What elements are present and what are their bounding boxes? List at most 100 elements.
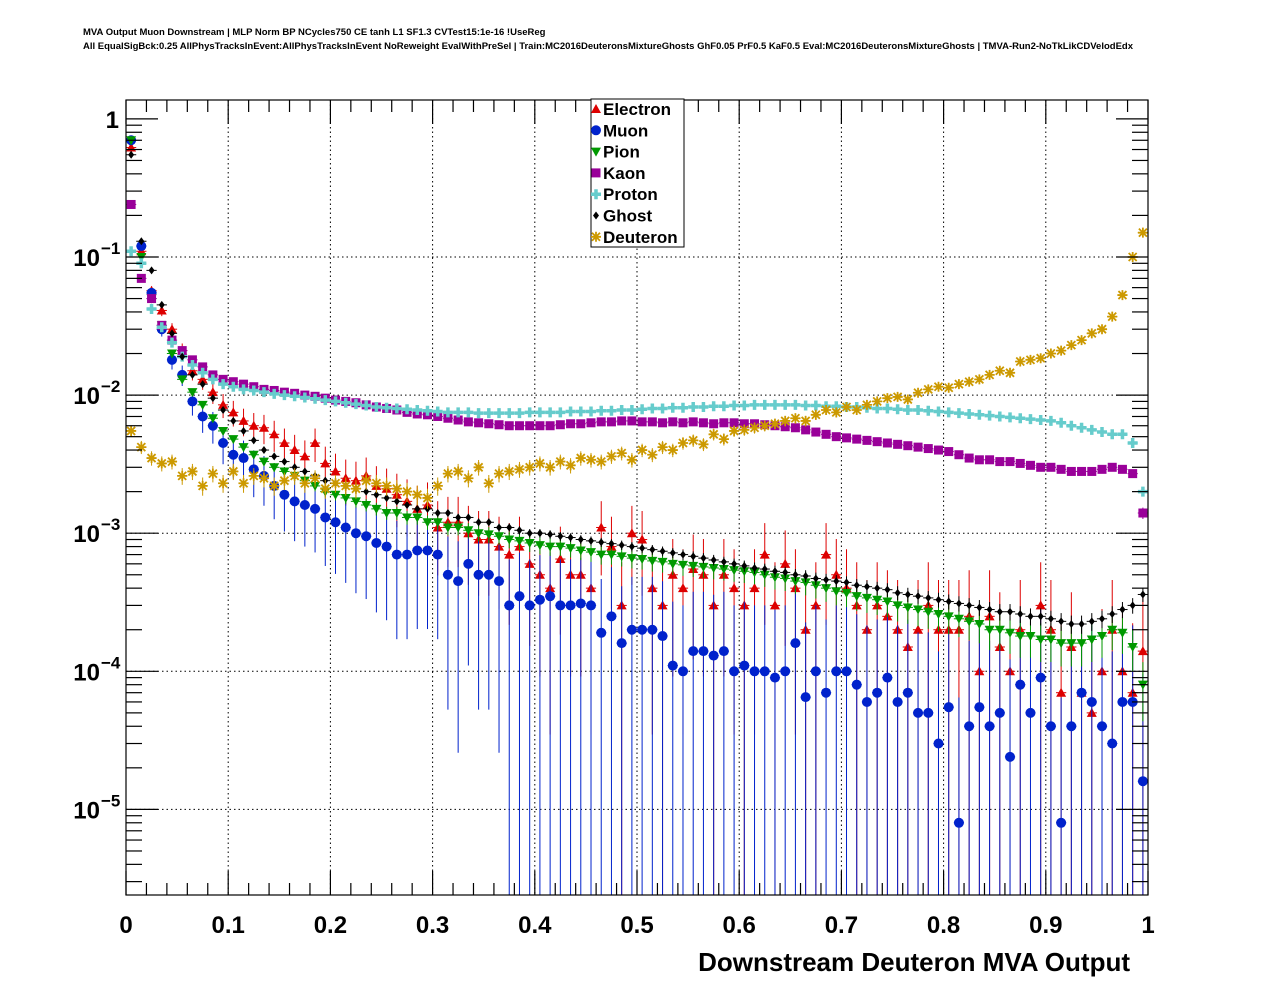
deuteron-data-point	[851, 404, 862, 415]
deuteron-data-point	[545, 462, 556, 473]
muon-data-point	[729, 666, 740, 677]
pion-data-point	[269, 463, 280, 473]
y-tick-label: 10	[73, 383, 100, 410]
proton-data-point	[361, 400, 372, 411]
deuteron-data-point	[289, 470, 300, 481]
proton-data-point	[494, 408, 505, 419]
muon-data-point	[514, 591, 525, 602]
deuteron-data-point	[882, 393, 893, 404]
proton-data-point	[1066, 420, 1077, 431]
pion-data-point	[1045, 635, 1056, 645]
pion-data-point	[861, 593, 872, 603]
kaon-data-point	[729, 418, 739, 428]
legend-box	[590, 98, 685, 248]
proton-data-point	[432, 406, 443, 417]
kaon-data-point	[566, 419, 576, 429]
ghost-data-point	[557, 532, 564, 541]
muon-data-point	[371, 537, 382, 548]
ghost-data-point	[148, 266, 155, 275]
muon-data-point	[310, 503, 321, 514]
electron-data-point	[749, 583, 760, 593]
electron-data-point	[197, 374, 208, 384]
deuteron-data-point	[575, 453, 586, 464]
legend-label: Electron	[603, 100, 671, 119]
deuteron-data-point	[340, 480, 351, 491]
deuteron-data-point	[953, 379, 964, 390]
x-tick-label: 0.5	[620, 912, 653, 939]
muon-data-point	[504, 600, 515, 611]
muon-data-point	[197, 411, 208, 422]
y-tick-label: 1	[106, 107, 119, 134]
muon-data-point	[402, 549, 413, 560]
proton-data-point	[974, 409, 985, 420]
ghost-data-point	[414, 504, 421, 513]
proton-data-point	[156, 322, 167, 333]
ghost-data-point	[802, 571, 809, 580]
deuteron-data-point	[432, 480, 443, 491]
proton-data-point	[402, 404, 413, 415]
pion-data-point	[432, 518, 443, 528]
ghost-data-point	[1139, 590, 1146, 599]
ghost-data-point	[496, 523, 503, 532]
ghost-data-point	[567, 533, 574, 542]
pion-data-point	[606, 550, 617, 560]
pion-data-point	[1127, 642, 1138, 652]
pion-data-point	[258, 457, 269, 467]
deuteron-data-point	[218, 478, 229, 489]
pion-data-point	[197, 400, 208, 410]
muon-data-point	[626, 624, 637, 635]
muon-data-point	[432, 549, 443, 560]
ghost-data-point	[393, 497, 400, 506]
electron-data-point	[320, 458, 331, 468]
muon-data-point	[994, 707, 1005, 718]
ghost-data-point	[966, 601, 973, 610]
ghost-data-point	[240, 426, 247, 435]
kaon-data-point	[719, 418, 729, 428]
ghost-data-point	[649, 545, 656, 554]
pion-data-point	[841, 588, 852, 598]
proton-data-point	[228, 381, 239, 392]
series-ghost	[126, 150, 1148, 634]
proton-data-point	[1045, 415, 1056, 426]
ghost-data-point	[792, 570, 799, 579]
kaon-data-point	[1107, 462, 1117, 472]
x-tick-label: 0	[119, 912, 132, 939]
ghost-data-point	[577, 535, 584, 544]
ghost-data-point	[363, 487, 370, 496]
proton-data-point	[258, 387, 269, 398]
deuteron-data-point	[207, 468, 218, 479]
ghost-data-point	[516, 526, 523, 535]
muon-data-point	[494, 576, 505, 587]
kaon-data-point	[1077, 466, 1087, 476]
proton-data-point	[422, 405, 433, 416]
legend-entry-kaon: Kaon	[591, 164, 646, 183]
pion-data-point	[688, 561, 699, 571]
deuteron-data-point	[1045, 348, 1056, 359]
electron-data-point	[677, 583, 688, 593]
proton-data-point	[769, 399, 780, 410]
muon-data-point	[861, 696, 872, 707]
deuteron-data-point	[1066, 340, 1077, 351]
deuteron-data-point	[504, 466, 515, 477]
ghost-data-point	[271, 452, 278, 461]
proton-data-point	[1086, 424, 1097, 435]
electron-data-point	[269, 429, 280, 439]
deuteron-data-point	[228, 466, 239, 477]
ghost-data-point	[720, 557, 727, 566]
y-tick-exponent: −3	[101, 515, 120, 534]
proton-data-point	[923, 405, 934, 416]
deuteron-data-point	[1117, 290, 1128, 301]
ghost-data-point	[904, 590, 911, 599]
proton-data-point	[637, 404, 648, 415]
ghost-data-point	[935, 595, 942, 604]
muon-data-point	[780, 666, 791, 677]
deuteron-data-point	[534, 458, 545, 469]
kaon-data-point	[637, 417, 647, 427]
pion-data-point	[361, 501, 372, 511]
pion-data-point	[810, 581, 821, 591]
pion-data-point	[769, 573, 780, 583]
deuteron-data-point	[136, 442, 147, 453]
kaon-data-point	[688, 417, 698, 427]
pion-data-point	[872, 595, 883, 605]
pion-data-point	[1005, 628, 1016, 638]
